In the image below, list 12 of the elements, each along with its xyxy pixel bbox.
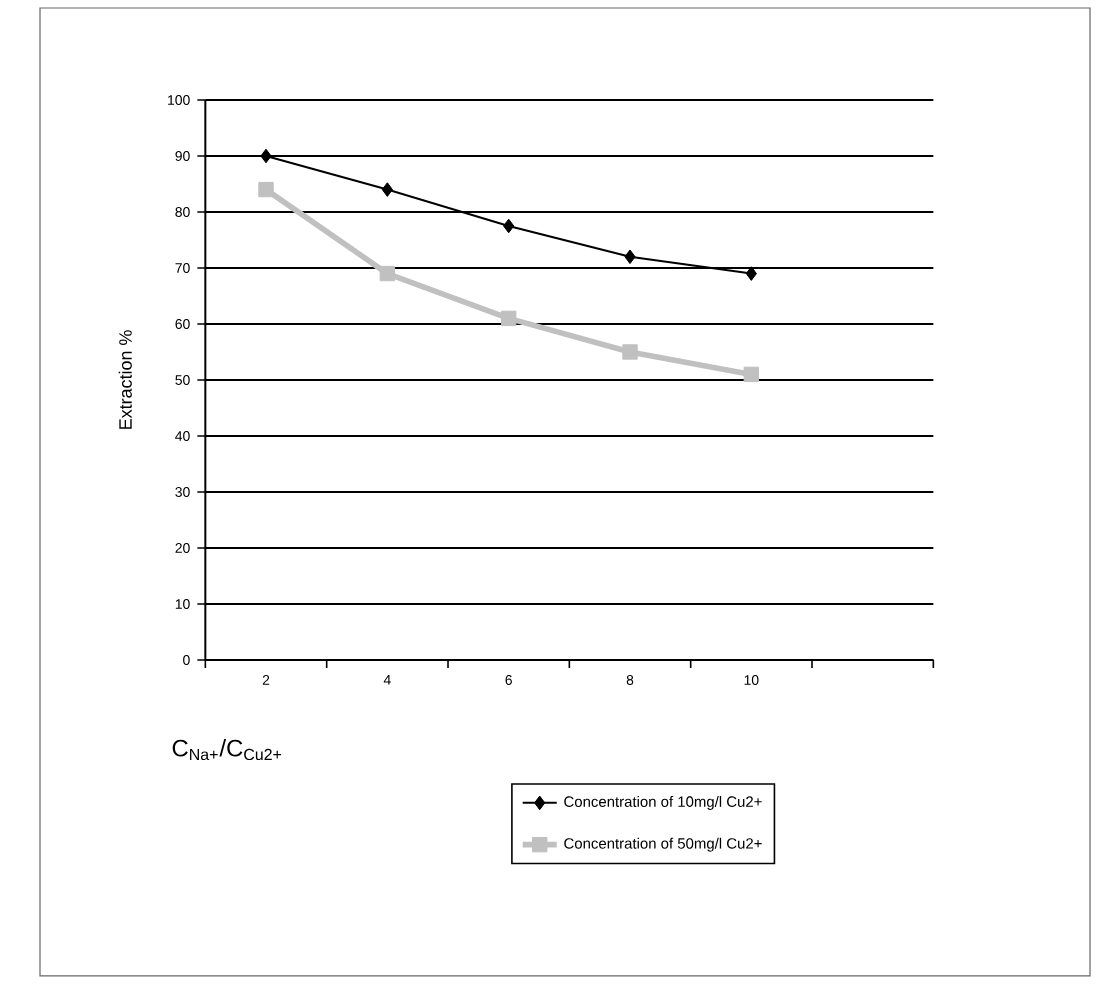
point [381,182,393,197]
point [743,366,760,383]
point [503,218,515,234]
point [624,249,636,265]
x-axis-title: C$_{Na+}$/C$_{Cu2+}$ [172,739,282,761]
y-axis-title: Extraction % [118,330,132,429]
point [500,310,517,327]
point [379,265,396,282]
point [745,266,757,281]
point [258,181,274,198]
point [622,344,638,360]
point [260,148,272,164]
